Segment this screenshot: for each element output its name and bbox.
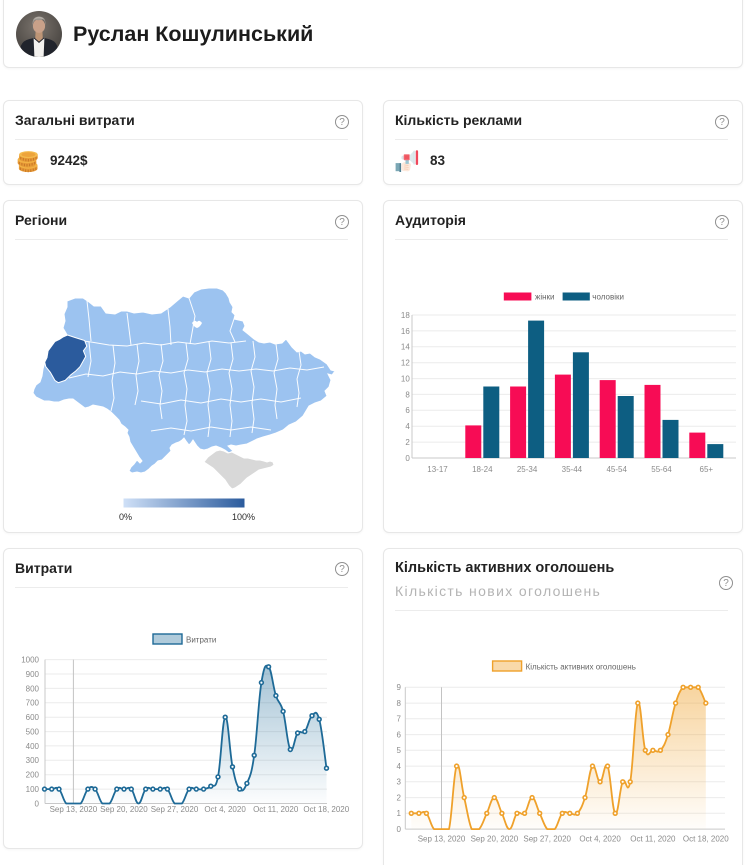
svg-text:Sep 13, 2020: Sep 13, 2020: [50, 805, 98, 814]
svg-text:0: 0: [397, 825, 402, 834]
svg-text:65+: 65+: [700, 465, 714, 474]
svg-text:300: 300: [26, 756, 40, 765]
svg-text:700: 700: [26, 699, 40, 708]
svg-text:8: 8: [397, 699, 402, 708]
svg-text:2: 2: [405, 438, 410, 447]
svg-text:Sep 20, 2020: Sep 20, 2020: [100, 805, 148, 814]
svg-text:12: 12: [401, 359, 410, 368]
svg-text:Oct 11, 2020: Oct 11, 2020: [253, 805, 299, 814]
svg-text:0: 0: [405, 454, 410, 463]
svg-text:16: 16: [401, 327, 410, 336]
svg-text:10: 10: [401, 375, 410, 384]
svg-text:Oct 11, 2020: Oct 11, 2020: [630, 835, 676, 844]
svg-text:3: 3: [397, 778, 402, 787]
svg-text:Витрати: Витрати: [186, 636, 216, 645]
svg-text:2: 2: [397, 794, 402, 803]
svg-text:35-44: 35-44: [562, 465, 583, 474]
svg-text:45-54: 45-54: [606, 465, 627, 474]
svg-text:чоловіки: чоловіки: [592, 292, 624, 301]
svg-text:55-64: 55-64: [651, 465, 672, 474]
svg-text:100: 100: [26, 785, 40, 794]
svg-text:Oct 4, 2020: Oct 4, 2020: [204, 805, 246, 814]
svg-text:Oct 4, 2020: Oct 4, 2020: [579, 835, 621, 844]
svg-text:0%: 0%: [119, 512, 132, 522]
svg-text:18-24: 18-24: [472, 465, 493, 474]
svg-text:8: 8: [405, 390, 410, 399]
svg-text:0: 0: [35, 799, 40, 808]
svg-text:6: 6: [397, 731, 402, 740]
svg-text:400: 400: [26, 742, 40, 751]
svg-text:600: 600: [26, 713, 40, 722]
svg-text:Oct 18, 2020: Oct 18, 2020: [683, 835, 729, 844]
svg-text:200: 200: [26, 771, 40, 780]
svg-text:9: 9: [397, 683, 402, 692]
svg-text:18: 18: [401, 311, 410, 320]
svg-text:500: 500: [26, 728, 40, 737]
svg-text:5: 5: [397, 746, 402, 755]
svg-text:1: 1: [397, 809, 402, 818]
svg-text:Oct 18, 2020: Oct 18, 2020: [303, 805, 349, 814]
svg-text:1000: 1000: [21, 656, 39, 665]
svg-text:Sep 13, 2020: Sep 13, 2020: [418, 835, 466, 844]
svg-text:4: 4: [397, 762, 402, 771]
svg-text:Sep 27, 2020: Sep 27, 2020: [151, 805, 199, 814]
svg-text:25-34: 25-34: [517, 465, 538, 474]
svg-text:100%: 100%: [232, 512, 255, 522]
svg-text:Sep 27, 2020: Sep 27, 2020: [523, 835, 571, 844]
svg-text:13-17: 13-17: [427, 465, 448, 474]
svg-text:900: 900: [26, 670, 40, 679]
svg-text:Кількість активних оголошень: Кількість активних оголошень: [526, 663, 636, 672]
svg-text:жінки: жінки: [535, 292, 555, 301]
svg-text:7: 7: [397, 715, 402, 724]
svg-text:Sep 20, 2020: Sep 20, 2020: [471, 835, 519, 844]
svg-text:4: 4: [405, 422, 410, 431]
svg-text:800: 800: [26, 684, 40, 693]
svg-text:14: 14: [401, 343, 410, 352]
svg-text:6: 6: [405, 406, 410, 415]
